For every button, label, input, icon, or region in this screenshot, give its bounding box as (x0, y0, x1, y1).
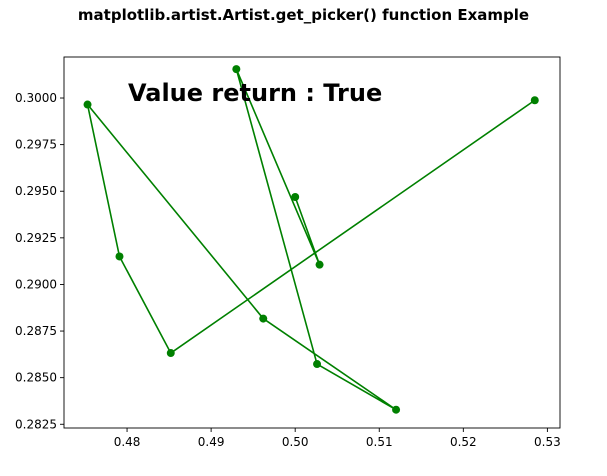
data-point (83, 100, 92, 109)
x-tick-label: 0.50 (282, 435, 309, 449)
data-point (530, 96, 539, 105)
x-tick-label: 0.53 (534, 435, 561, 449)
data-point (115, 252, 124, 261)
y-tick-label: 0.2925 (15, 231, 57, 245)
y-tick-label: 0.2950 (15, 184, 57, 198)
x-tick-label: 0.52 (450, 435, 477, 449)
y-axis: 0.2825 0.2850 0.2875 0.2900 0.2925 0.2950 0.29… (15, 91, 64, 431)
plot-area-frame (63, 56, 561, 429)
data-point (315, 260, 324, 269)
chart-title: matplotlib.artist.Artist.get_picker() fu… (77, 6, 530, 24)
data-point (313, 360, 322, 369)
annotation-text: Value return : True (128, 79, 382, 107)
x-axis: 0.48 0.49 0.50 0.51 0.52 0.53 (114, 428, 561, 449)
x-tick-label: 0.51 (366, 435, 393, 449)
series-line (86, 68, 536, 411)
series-layer (83, 65, 539, 414)
y-tick-label: 0.2850 (15, 371, 57, 385)
data-point (232, 65, 241, 74)
data-point (166, 349, 175, 358)
y-tick-label: 0.2825 (15, 417, 57, 431)
data-point (259, 314, 268, 323)
data-point (392, 405, 401, 414)
data-point (291, 193, 300, 202)
x-tick-label: 0.48 (114, 435, 141, 449)
y-tick-label: 0.2900 (15, 277, 57, 291)
y-tick-label: 0.3000 (15, 91, 57, 105)
axes-frame (63, 56, 561, 429)
y-tick-label: 0.2875 (15, 324, 57, 338)
x-tick-label: 0.49 (198, 435, 225, 449)
y-tick-label: 0.2975 (15, 138, 57, 152)
